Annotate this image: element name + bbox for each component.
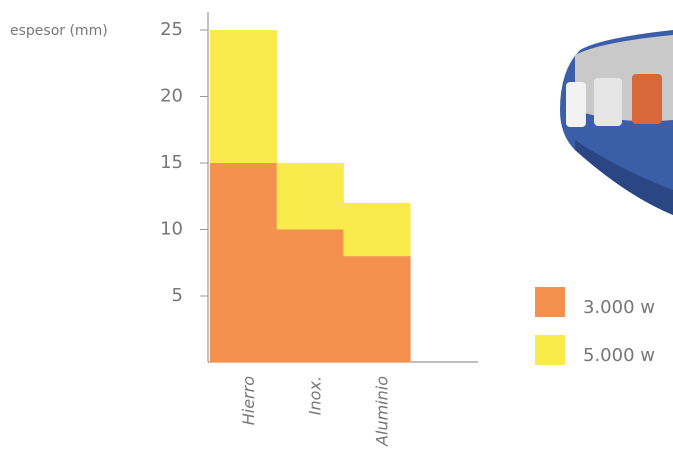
y-tick-label: 20 <box>160 86 183 107</box>
bar-segment <box>276 229 344 363</box>
x-tick-label: Aluminio <box>372 376 391 447</box>
x-tick-label: Inox. <box>306 376 325 415</box>
y-tick-label: 10 <box>160 219 183 240</box>
bar-segment <box>343 256 411 363</box>
bar-segment <box>343 202 411 257</box>
x-tick-label: Hierro <box>239 376 258 425</box>
bar-segment <box>210 163 278 363</box>
y-tick-label: 5 <box>172 285 183 306</box>
machine-illustration <box>560 30 673 215</box>
y-tick-label: 15 <box>160 152 183 173</box>
bar-segment <box>210 30 278 163</box>
legend-swatch <box>535 287 565 317</box>
legend-label: 5.000 w <box>583 345 655 366</box>
bar-segment <box>276 163 344 230</box>
y-tick-label: 25 <box>160 19 183 40</box>
y-axis-label: espesor (mm) <box>10 23 108 39</box>
legend-label: 3.000 w <box>583 297 655 318</box>
legend-swatch <box>535 335 565 365</box>
